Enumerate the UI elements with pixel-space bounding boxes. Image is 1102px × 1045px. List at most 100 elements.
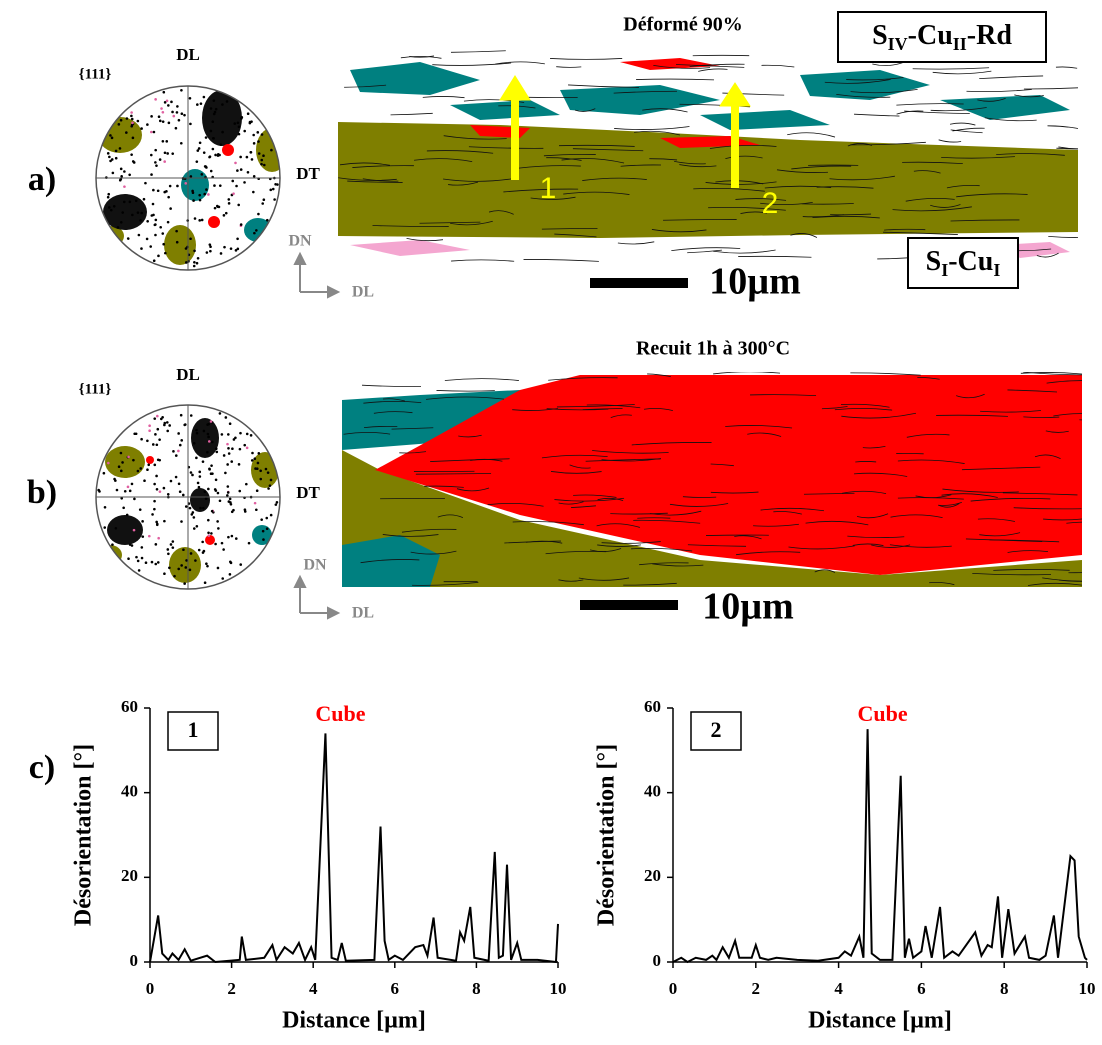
pole-dot xyxy=(154,543,158,546)
grain-boundary xyxy=(424,485,464,488)
pole-dot xyxy=(166,492,170,496)
pole-dot xyxy=(123,489,127,493)
pole-dot xyxy=(269,188,273,192)
grain-boundary xyxy=(419,221,481,224)
grain-boundary xyxy=(889,544,952,548)
arrow-label: 1 xyxy=(540,172,557,205)
grain-boundary xyxy=(1002,492,1078,496)
pole-dot xyxy=(181,493,185,497)
pole-dot xyxy=(230,460,234,463)
grain-boundary xyxy=(443,178,512,182)
pole-dot xyxy=(198,475,202,478)
pole-dot xyxy=(253,457,257,460)
grain-boundary xyxy=(450,50,506,53)
annotation: Cube xyxy=(315,701,365,726)
y-tick-label: 60 xyxy=(121,697,138,716)
pole-dot xyxy=(156,414,159,418)
pole-dot xyxy=(227,433,230,436)
pole-dot xyxy=(136,119,140,123)
grain-boundary xyxy=(554,497,625,502)
pole-dot xyxy=(239,431,242,435)
pole-dot xyxy=(155,443,159,447)
x-tick-label: 2 xyxy=(227,979,236,998)
pole-dot xyxy=(178,443,182,447)
pole-dot xyxy=(208,243,212,246)
pole-dot xyxy=(114,149,118,153)
pole-dot xyxy=(234,436,237,440)
pole-dot xyxy=(154,233,157,237)
pole-dot xyxy=(207,440,211,443)
pole-dot xyxy=(219,252,223,255)
grain-boundary xyxy=(740,211,768,214)
x-tick-label: 6 xyxy=(917,979,926,998)
pole-dot xyxy=(207,435,210,439)
pole-dot xyxy=(168,184,172,188)
grain-boundary xyxy=(706,534,769,536)
scale-label: 10µm xyxy=(709,261,801,303)
grain-boundary xyxy=(938,503,960,508)
pole-dot xyxy=(165,99,169,103)
pole-dot xyxy=(197,548,201,552)
grain-boundary xyxy=(558,144,635,147)
pole-dot xyxy=(209,169,213,173)
grain-boundary xyxy=(710,463,734,467)
pole-dot xyxy=(237,125,241,129)
pole-dot xyxy=(203,581,207,585)
pole-dot xyxy=(237,203,240,207)
pole-dot xyxy=(109,208,113,212)
pole-dot xyxy=(210,509,214,513)
pole-dot xyxy=(190,513,194,516)
pole-dot xyxy=(155,520,158,524)
pole-dot xyxy=(153,463,157,467)
pole-dot xyxy=(126,237,130,240)
pole-dot xyxy=(117,123,121,126)
pole-dot xyxy=(192,264,196,268)
grain-boundary xyxy=(787,132,836,138)
grain-boundary xyxy=(855,461,877,463)
pole-dot xyxy=(152,259,156,263)
pole-dot xyxy=(131,160,135,163)
grain-boundary xyxy=(912,67,990,70)
pole-dot xyxy=(183,113,186,117)
grain-boundary xyxy=(470,458,503,462)
pole-dot xyxy=(154,98,157,101)
grain-boundary xyxy=(1023,87,1078,90)
pole-dot xyxy=(231,179,235,183)
pole-dot xyxy=(206,450,209,454)
x-tick-label: 10 xyxy=(1079,979,1096,998)
pole-dot xyxy=(236,169,239,172)
grain-boundary xyxy=(949,122,976,126)
pole-dot xyxy=(227,500,231,503)
grain-boundary xyxy=(897,459,965,464)
pole-dot xyxy=(201,551,205,554)
pole-dot xyxy=(184,261,188,264)
grain-boundary xyxy=(1014,94,1044,98)
grain-boundary xyxy=(956,393,985,399)
pole-dot xyxy=(214,542,217,546)
pole-dot xyxy=(216,491,220,495)
pole-dot xyxy=(163,151,167,155)
pole-dot xyxy=(155,474,158,478)
grain-boundary xyxy=(852,543,884,546)
pole-dot xyxy=(174,475,178,479)
grain-boundary xyxy=(558,579,584,582)
grain-boundary xyxy=(946,184,980,189)
grain-boundary xyxy=(642,108,688,113)
pole-dot xyxy=(136,211,140,214)
grain-boundary xyxy=(970,497,1051,502)
pole-dot xyxy=(161,120,165,123)
pole-dot xyxy=(110,158,114,161)
pole-dot xyxy=(188,506,192,510)
grain-boundary xyxy=(362,178,399,182)
pole-dot xyxy=(174,126,178,130)
pole-dot xyxy=(163,519,166,523)
x-tick-label: 0 xyxy=(146,979,155,998)
pole-dot xyxy=(224,211,228,215)
pole-dot xyxy=(274,182,277,186)
pole-dot xyxy=(130,114,133,118)
pole-dot xyxy=(213,184,216,187)
pole-dot xyxy=(180,564,183,567)
pole-dot xyxy=(226,463,229,466)
pole-dot xyxy=(175,229,178,233)
grain-boundary xyxy=(437,514,464,518)
